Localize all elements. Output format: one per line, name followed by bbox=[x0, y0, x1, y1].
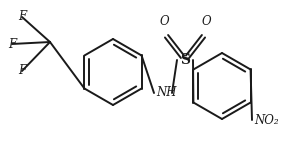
Text: F: F bbox=[18, 64, 26, 78]
Text: F: F bbox=[18, 11, 26, 24]
Text: NO₂: NO₂ bbox=[254, 113, 278, 126]
Text: O: O bbox=[201, 15, 211, 28]
Text: O: O bbox=[159, 15, 169, 28]
Text: F: F bbox=[8, 38, 16, 51]
Text: S: S bbox=[180, 53, 190, 67]
Text: NH: NH bbox=[156, 86, 177, 100]
